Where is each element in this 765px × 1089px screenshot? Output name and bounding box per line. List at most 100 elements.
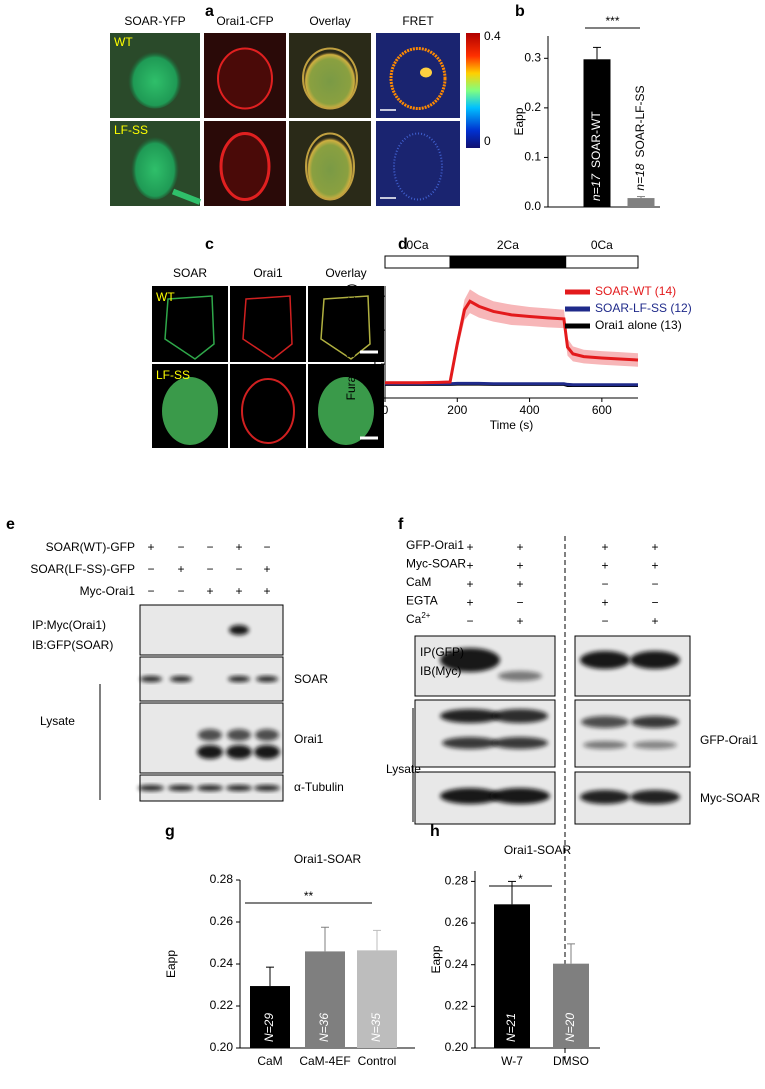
condition-sign: + bbox=[466, 559, 473, 573]
condition-sign: + bbox=[263, 562, 270, 576]
condition-sign: + bbox=[147, 540, 154, 554]
condition-label: Ca2+ bbox=[406, 611, 431, 626]
row-label: WT bbox=[114, 35, 133, 49]
y-tick-label: 0.0 bbox=[524, 199, 541, 213]
cell bbox=[128, 48, 182, 109]
band bbox=[256, 676, 278, 682]
band bbox=[254, 785, 280, 791]
y-tick-label: 0.26 bbox=[445, 915, 469, 929]
band bbox=[633, 741, 677, 749]
band bbox=[583, 741, 627, 749]
y-axis-label: Eapp bbox=[164, 950, 178, 978]
cell bbox=[302, 47, 358, 110]
x-tick-label: SOAR-LF-SS bbox=[633, 86, 647, 158]
band bbox=[140, 676, 162, 682]
y-tick-label: 1 bbox=[371, 356, 378, 370]
fret-ring bbox=[393, 132, 443, 201]
colorbar-label: 0 bbox=[484, 134, 491, 148]
band bbox=[440, 788, 500, 804]
condition-label-text: EGTA bbox=[406, 594, 438, 608]
band bbox=[226, 785, 252, 791]
fret-spot bbox=[420, 67, 432, 78]
condition-sign: + bbox=[601, 559, 608, 573]
band bbox=[631, 716, 679, 728]
y-axis-label: Eapp bbox=[512, 107, 526, 135]
column-header: Orai1 bbox=[253, 266, 283, 280]
condition-label: SOAR(WT)-GFP bbox=[46, 540, 135, 554]
y-tick-label: 0.24 bbox=[210, 956, 234, 970]
colorbar bbox=[466, 33, 480, 148]
bar bbox=[494, 904, 530, 1048]
cell-outline bbox=[164, 295, 215, 360]
y-tick-label: 2 bbox=[371, 322, 378, 336]
x-tick-label: 600 bbox=[592, 403, 612, 417]
bar bbox=[357, 950, 397, 1048]
significance: * bbox=[518, 872, 523, 886]
x-tick-label: W-7 bbox=[501, 1054, 523, 1068]
condition-label: Myc-Orai1 bbox=[80, 584, 136, 598]
ip-label: IP:Myc(Orai1) bbox=[32, 618, 106, 632]
bar bbox=[250, 986, 290, 1048]
bar bbox=[627, 198, 655, 207]
cell bbox=[219, 132, 271, 201]
panel-label: c bbox=[205, 236, 214, 253]
band bbox=[198, 729, 222, 741]
x-tick-label: CaM-4EF bbox=[299, 1054, 350, 1068]
chart-title: Orai1-SOAR bbox=[504, 843, 572, 857]
condition-sign: − bbox=[651, 577, 658, 591]
y-tick-label: 0.22 bbox=[210, 998, 234, 1012]
x-tick-label: SOAR-WT bbox=[589, 111, 603, 168]
condition-sign: − bbox=[263, 540, 270, 554]
condition-label: EGTA bbox=[406, 594, 438, 608]
band bbox=[229, 625, 249, 635]
condition-label: GFP-Orai1 bbox=[406, 538, 464, 552]
band bbox=[228, 676, 250, 682]
condition-sign: + bbox=[516, 577, 523, 591]
condition-sign: − bbox=[206, 540, 213, 554]
x-tick-label: Control bbox=[358, 1054, 397, 1068]
condition-sign: − bbox=[466, 614, 473, 628]
panel-label: f bbox=[398, 516, 404, 533]
condition-sign: + bbox=[601, 540, 608, 554]
blot-label: α-Tubulin bbox=[294, 780, 344, 794]
condition-sign: + bbox=[466, 596, 473, 610]
cell bbox=[241, 378, 295, 444]
sample-size: n=18 bbox=[633, 163, 647, 190]
condition-sign: − bbox=[177, 540, 184, 554]
cell-outline bbox=[242, 295, 293, 360]
blot-label: SOAR bbox=[294, 672, 328, 686]
cell bbox=[131, 133, 179, 200]
phase-bar bbox=[449, 255, 567, 269]
band bbox=[255, 729, 279, 741]
bar-label: n=17 SOAR-WT bbox=[589, 111, 603, 201]
condition-sign: − bbox=[235, 562, 242, 576]
panel-label: a bbox=[205, 3, 214, 20]
band bbox=[630, 790, 680, 804]
y-tick-label: 0.28 bbox=[445, 874, 469, 888]
cell bbox=[162, 377, 218, 445]
condition-label-text: Myc-SOAR bbox=[406, 557, 466, 571]
legend-label: Orai1 alone (13) bbox=[595, 318, 682, 332]
band bbox=[581, 716, 629, 728]
sample-size: N=20 bbox=[563, 1013, 577, 1042]
blot bbox=[574, 699, 691, 768]
condition-label-sup: 2+ bbox=[421, 611, 430, 620]
band bbox=[197, 745, 223, 759]
sample-size: N=35 bbox=[369, 1013, 383, 1042]
bar bbox=[583, 59, 611, 207]
band bbox=[170, 676, 192, 682]
sample-size: N=36 bbox=[317, 1013, 331, 1042]
condition-sign: + bbox=[235, 584, 242, 598]
ip-label: IB:GFP(SOAR) bbox=[32, 638, 113, 652]
error-band bbox=[385, 289, 638, 385]
condition-sign: − bbox=[516, 596, 523, 610]
x-tick-label: 200 bbox=[447, 403, 467, 417]
y-tick-label: 0.26 bbox=[210, 914, 234, 928]
condition-sign: + bbox=[177, 562, 184, 576]
significance: ** bbox=[304, 889, 314, 903]
y-tick-label: 3 bbox=[371, 288, 378, 302]
condition-label-text: Ca bbox=[406, 612, 422, 626]
condition-sign: + bbox=[651, 614, 658, 628]
condition-sign: − bbox=[177, 584, 184, 598]
